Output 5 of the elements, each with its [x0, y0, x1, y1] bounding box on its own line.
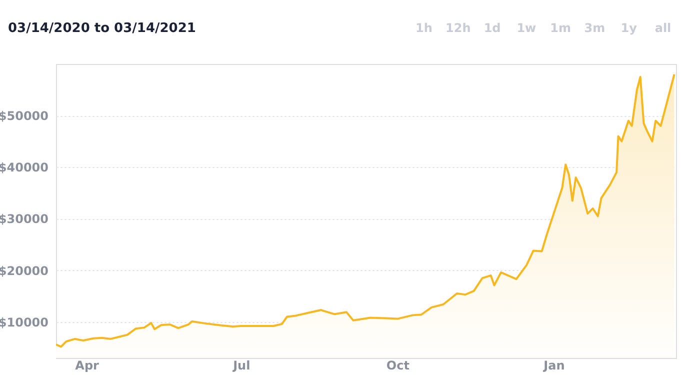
- x-tick-label: Apr: [75, 358, 100, 372]
- x-tick-label: Jan: [542, 358, 565, 372]
- x-tick-label: Jul: [232, 358, 250, 372]
- x-tick-label: Oct: [386, 358, 410, 372]
- chart-title: 03/14/2020 to 03/14/2021: [8, 21, 196, 36]
